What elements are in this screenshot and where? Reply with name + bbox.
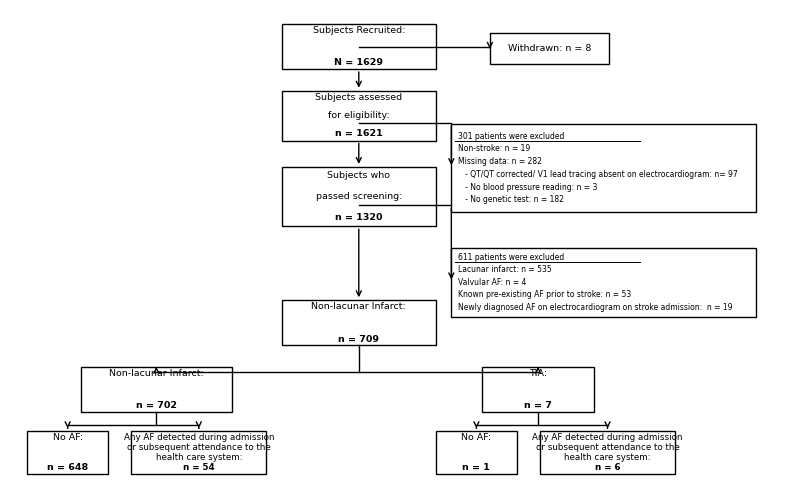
Text: Lacunar infarct: n = 535: Lacunar infarct: n = 535 <box>457 265 551 275</box>
FancyBboxPatch shape <box>81 367 231 412</box>
Text: health care system:: health care system: <box>564 453 651 462</box>
Text: n = 1621: n = 1621 <box>335 129 382 138</box>
Text: Valvular AF: n = 4: Valvular AF: n = 4 <box>457 278 526 287</box>
Text: Withdrawn: n = 8: Withdrawn: n = 8 <box>508 44 591 53</box>
Text: Missing data: n = 282: Missing data: n = 282 <box>457 157 541 166</box>
Text: Any AF detected during admission: Any AF detected during admission <box>532 433 683 442</box>
Text: Any AF detected during admission: Any AF detected during admission <box>124 433 274 442</box>
FancyBboxPatch shape <box>282 300 436 346</box>
Text: health care system:: health care system: <box>156 453 242 462</box>
FancyBboxPatch shape <box>490 34 609 65</box>
FancyBboxPatch shape <box>131 431 266 474</box>
Text: - No blood pressure reading: n = 3: - No blood pressure reading: n = 3 <box>457 183 597 191</box>
Text: Subjects who: Subjects who <box>327 171 390 180</box>
Text: - QT/QT corrected/ V1 lead tracing absent on electrocardiogram: n= 97: - QT/QT corrected/ V1 lead tracing absen… <box>457 170 737 179</box>
Text: Non-lacunar Infarct:: Non-lacunar Infarct: <box>312 302 406 311</box>
FancyBboxPatch shape <box>540 431 675 474</box>
FancyBboxPatch shape <box>27 431 108 474</box>
FancyBboxPatch shape <box>482 367 594 412</box>
Text: n = 1: n = 1 <box>463 464 490 472</box>
Text: No AF:: No AF: <box>461 433 491 442</box>
Text: n = 7: n = 7 <box>524 401 552 410</box>
Text: - No genetic test: n = 182: - No genetic test: n = 182 <box>457 195 563 204</box>
FancyBboxPatch shape <box>436 431 517 474</box>
FancyBboxPatch shape <box>282 167 436 226</box>
Text: n = 6: n = 6 <box>595 464 620 472</box>
Text: Non-stroke: n = 19: Non-stroke: n = 19 <box>457 144 530 154</box>
Text: 301 patients were excluded: 301 patients were excluded <box>457 132 564 141</box>
Text: n = 1320: n = 1320 <box>335 213 382 223</box>
Text: N = 1629: N = 1629 <box>334 58 383 68</box>
FancyBboxPatch shape <box>282 90 436 140</box>
Text: or subsequent attendance to the: or subsequent attendance to the <box>536 443 679 452</box>
Text: n = 709: n = 709 <box>338 334 379 344</box>
FancyBboxPatch shape <box>452 248 756 317</box>
Text: Non-lacunar Infarct:: Non-lacunar Infarct: <box>109 369 204 378</box>
Text: for eligibility:: for eligibility: <box>328 111 390 120</box>
Text: Subjects Recruited:: Subjects Recruited: <box>312 26 405 35</box>
Text: n = 54: n = 54 <box>183 464 215 472</box>
Text: TIA:: TIA: <box>529 369 547 378</box>
FancyBboxPatch shape <box>282 24 436 69</box>
Text: or subsequent attendance to the: or subsequent attendance to the <box>127 443 271 452</box>
Text: n = 648: n = 648 <box>47 464 88 472</box>
Text: passed screening:: passed screening: <box>316 192 402 201</box>
Text: No AF:: No AF: <box>53 433 83 442</box>
Text: Newly diagnosed AF on electrocardiogram on stroke admission:  n = 19: Newly diagnosed AF on electrocardiogram … <box>457 303 732 312</box>
FancyBboxPatch shape <box>452 124 756 212</box>
Text: Known pre-existing AF prior to stroke: n = 53: Known pre-existing AF prior to stroke: n… <box>457 290 630 299</box>
Text: 611 patients were excluded: 611 patients were excluded <box>457 253 563 262</box>
Text: Subjects assessed: Subjects assessed <box>316 93 402 102</box>
Text: n = 702: n = 702 <box>136 401 177 410</box>
